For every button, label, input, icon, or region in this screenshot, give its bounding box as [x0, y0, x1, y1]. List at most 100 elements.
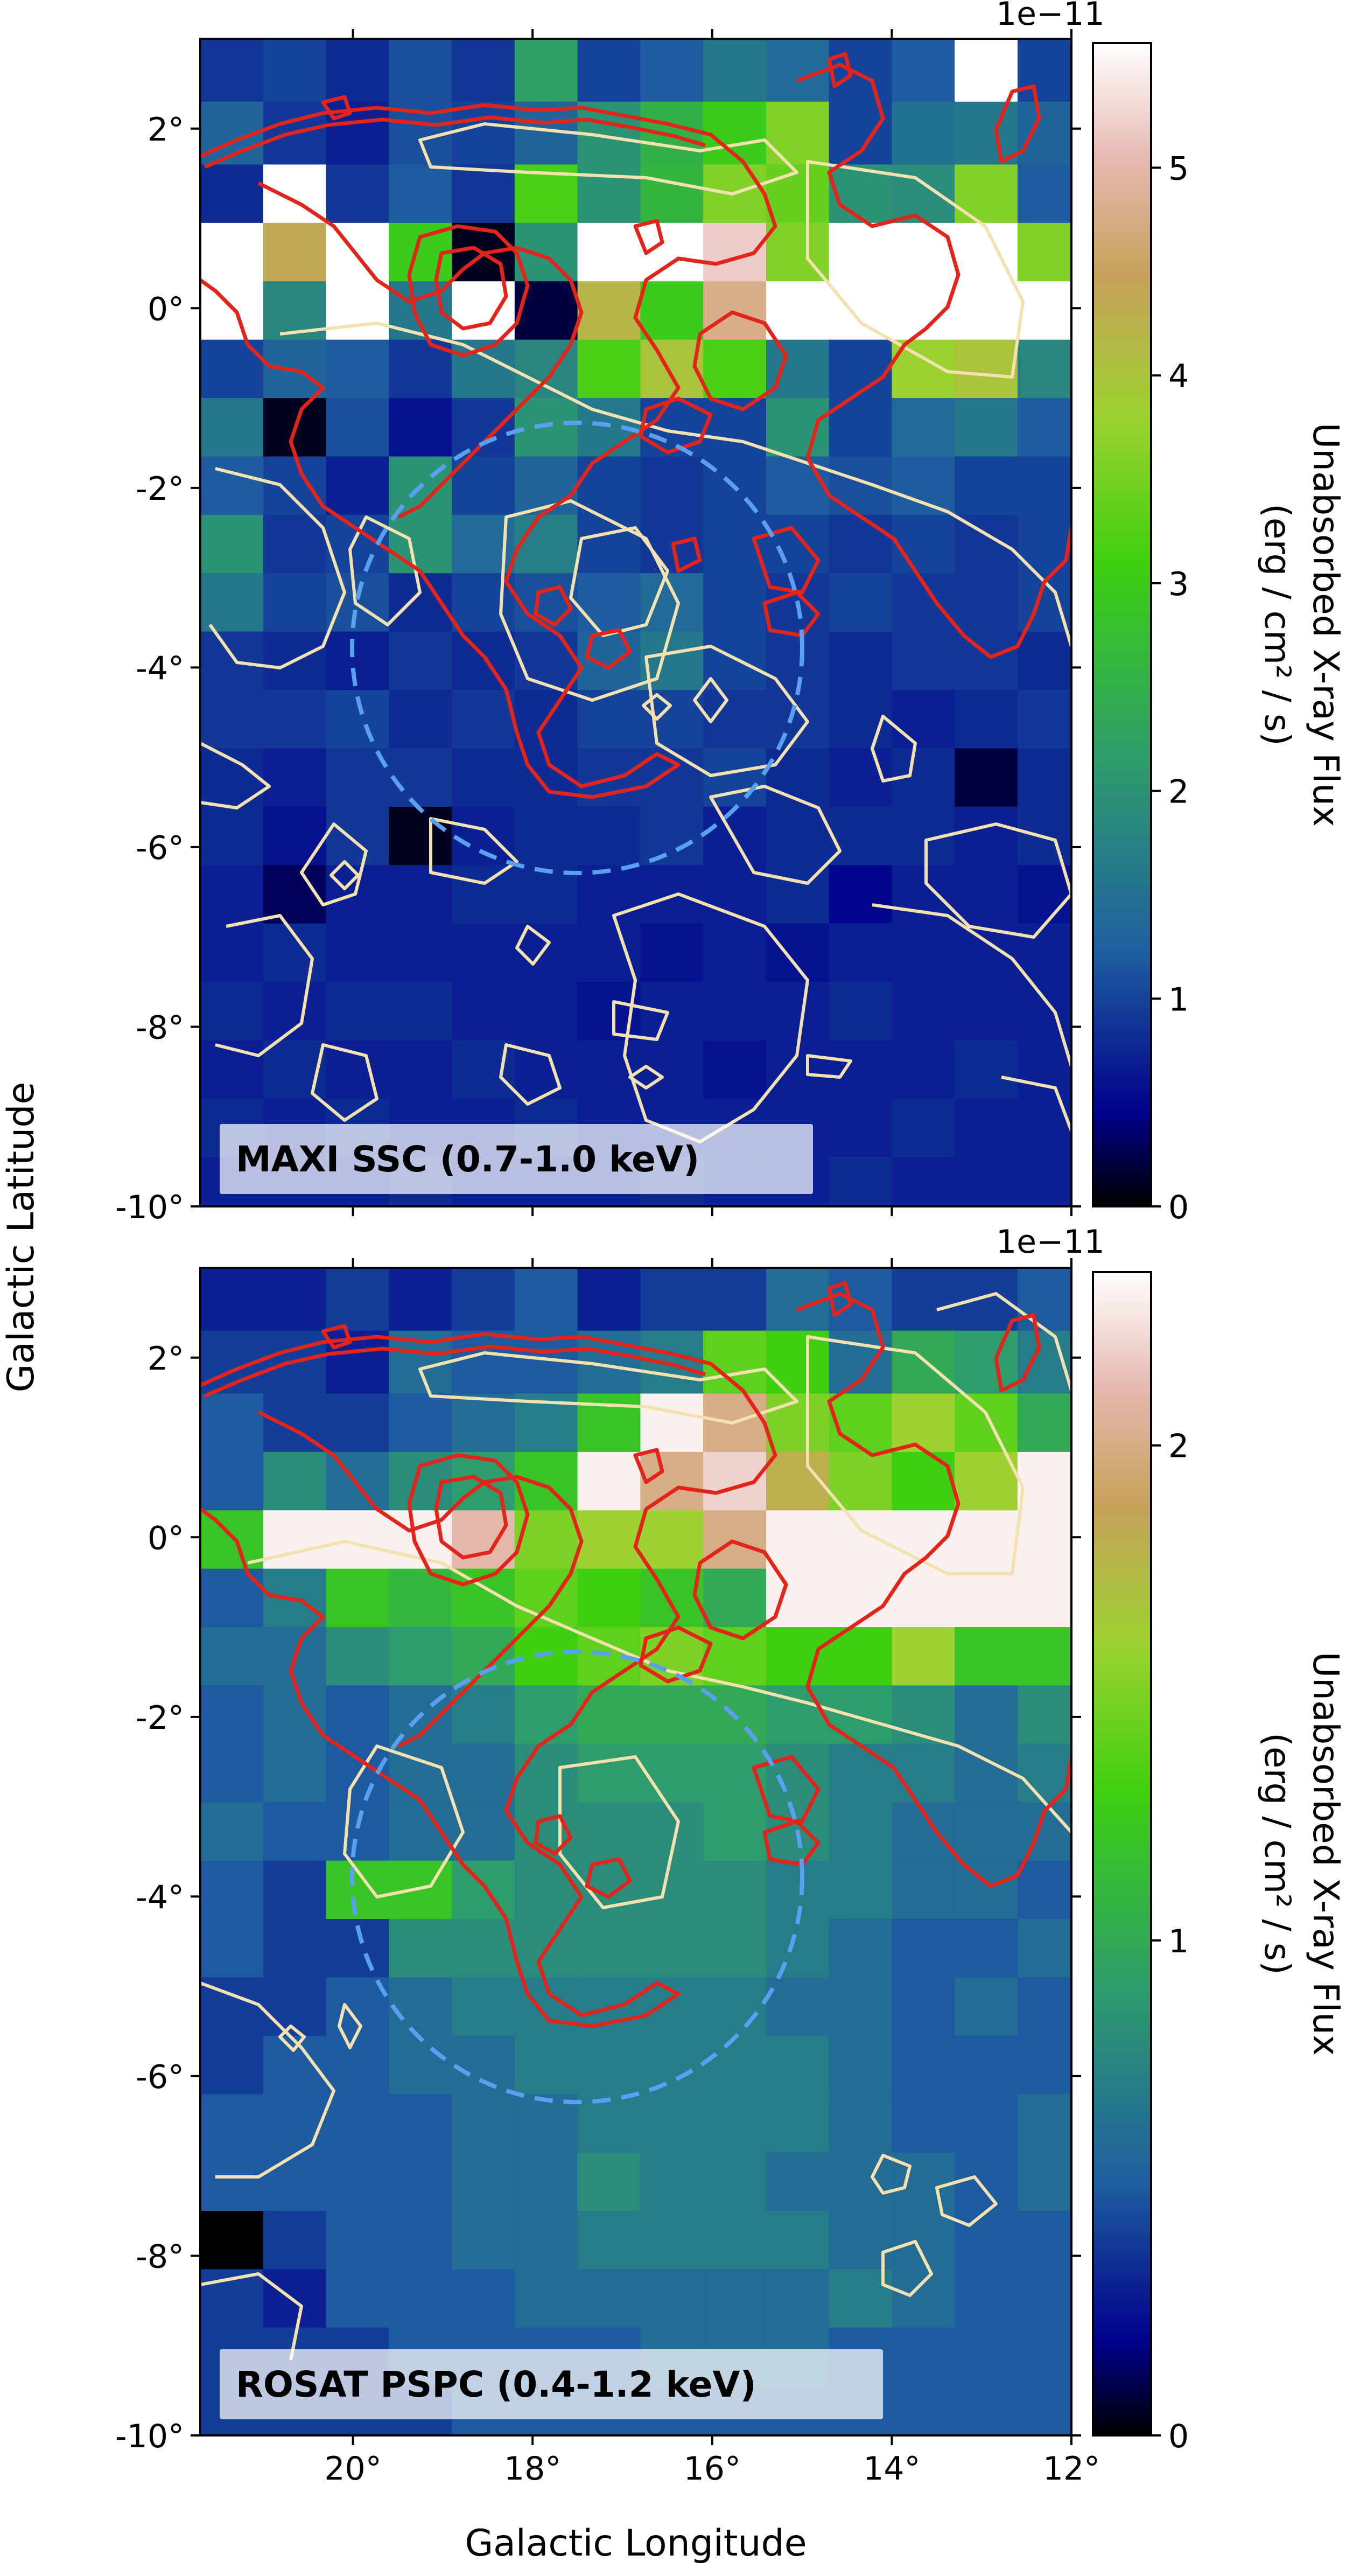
colorbar-tick-label: 0: [1168, 2418, 1189, 2455]
heatmap-cell: [577, 456, 641, 515]
heatmap-cell: [640, 1568, 704, 1628]
heatmap-cell: [389, 164, 452, 224]
heatmap-cell: [703, 2269, 767, 2328]
heatmap-cell: [577, 1451, 641, 1511]
heatmap-cell: [955, 1919, 1018, 1978]
heatmap-cell: [263, 456, 327, 515]
heatmap-cell: [577, 1510, 641, 1569]
heatmap-cell: [200, 2211, 264, 2270]
heatmap-cell: [200, 865, 264, 924]
heatmap-cell: [326, 1510, 390, 1569]
heatmap-cell: [829, 573, 893, 632]
heatmap-cell: [766, 1977, 830, 2036]
heatmap-cell: [452, 2035, 515, 2095]
heatmap-cell: [766, 1627, 830, 1686]
heatmap-cell: [955, 514, 1018, 574]
heatmap-cell: [640, 806, 704, 866]
heatmap-cell: [829, 923, 893, 982]
heatmap-cell: [263, 982, 327, 1041]
heatmap-cell: [263, 2152, 327, 2211]
heatmap-cell: [955, 806, 1018, 866]
heatmap-cell: [955, 39, 1018, 102]
heatmap-cell: [200, 1860, 264, 1919]
heatmap-cell: [892, 923, 955, 982]
red-contours: [200, 1281, 1071, 2028]
heatmap-cell: [514, 1510, 578, 1569]
heatmap-cell: [955, 398, 1018, 457]
heatmap-cell: [452, 1860, 515, 1919]
heatmap-cell: [892, 1393, 955, 1453]
heatmap-cell: [955, 1802, 1018, 1861]
heatmap-cell: [326, 398, 390, 457]
heatmap-cell: [703, 1510, 767, 1569]
heatmap-cell: [829, 1919, 893, 1978]
heatmap-cell: [389, 1919, 452, 1978]
rosat-colorbar-offset: 1e−11: [996, 1223, 1105, 1261]
heatmap-cell: [766, 2094, 830, 2153]
heatmap-cell: [263, 1743, 327, 1803]
heatmap-cell: [577, 339, 641, 399]
y-tick-label: -6°: [136, 829, 184, 867]
heatmap-cell: [829, 39, 893, 102]
heatmap-cell: [955, 748, 1018, 807]
heatmap-cell: [829, 1743, 893, 1803]
heatmap-cell: [200, 1743, 264, 1803]
heatmap-cell: [577, 2035, 641, 2095]
heatmap-cell: [577, 222, 641, 282]
heatmap-cell: [955, 1685, 1018, 1744]
y-tick-label: -4°: [136, 1879, 184, 1916]
rosat-colorbar-label-1: Unabsorbed X-ray Flux: [1305, 1652, 1346, 2056]
heatmap-cell: [892, 631, 955, 690]
heatmap-cell: [389, 1627, 452, 1686]
heatmap-cell: [766, 1919, 830, 1978]
heatmap-cell: [326, 631, 390, 690]
heatmap-cell: [452, 923, 515, 982]
heatmap-cell: [389, 923, 452, 982]
colorbar-tick-label: 1: [1168, 1923, 1189, 1960]
maxi-label-badge: MAXI SSC (0.7-1.0 keV): [220, 1124, 813, 1194]
x-tick-label: 18°: [504, 2450, 561, 2488]
heatmap-cell: [326, 1393, 390, 1453]
heatmap-cell: [200, 982, 264, 1041]
heatmap-cell: [1017, 1860, 1071, 1919]
heatmap-cell: [263, 806, 327, 866]
heatmap-cell: [200, 2094, 264, 2153]
heatmap-cell: [389, 982, 452, 1041]
heatmap-cell: [389, 2035, 452, 2095]
heatmap-cell: [577, 39, 641, 102]
heatmap-cell: [640, 1330, 704, 1394]
heatmap-cell: [326, 456, 390, 515]
heatmap-cell: [766, 982, 830, 1041]
heatmap-cell: [703, 923, 767, 982]
heatmap-cell: [452, 1393, 515, 1453]
x-tick-label: 14°: [863, 2450, 920, 2488]
heatmap-cell: [1017, 1268, 1071, 1331]
heatmap-cell: [452, 982, 515, 1041]
heatmap-cell: [389, 398, 452, 457]
heatmap-cell: [892, 1451, 955, 1511]
heatmap-cell: [766, 1743, 830, 1803]
heatmap-cell: [955, 1627, 1018, 1686]
heatmap-cell: [955, 1568, 1018, 1628]
heatmap-cell: [1017, 2035, 1071, 2095]
heatmap-cell: [389, 1977, 452, 2036]
heatmap-cell: [514, 982, 578, 1041]
heatmap-cell: [892, 1040, 955, 1099]
heatmap-cell: [263, 1510, 327, 1569]
heatmap-cell: [200, 1393, 264, 1453]
heatmap-cell: [955, 281, 1018, 340]
heatmap-cell: [200, 398, 264, 457]
heatmap-cell: [263, 2035, 327, 2095]
heatmap-cell: [955, 1040, 1018, 1099]
heatmap-cell: [200, 631, 264, 690]
y-tick-label: 2°: [148, 1340, 184, 1378]
y-tick-label: -4°: [136, 650, 184, 687]
heatmap-cell: [1017, 748, 1071, 807]
heatmap-cell: [514, 2035, 578, 2095]
maxi-panel: 2° 0° -2° -4° -6° -8° -10° MAXI SSC (0.7-1.0 k…: [115, 0, 1346, 1226]
heatmap-cell: [514, 631, 578, 690]
y-tick-label: 2°: [148, 111, 184, 149]
heatmap-cell: [955, 690, 1018, 749]
heatmap-cell: [829, 1977, 893, 2036]
